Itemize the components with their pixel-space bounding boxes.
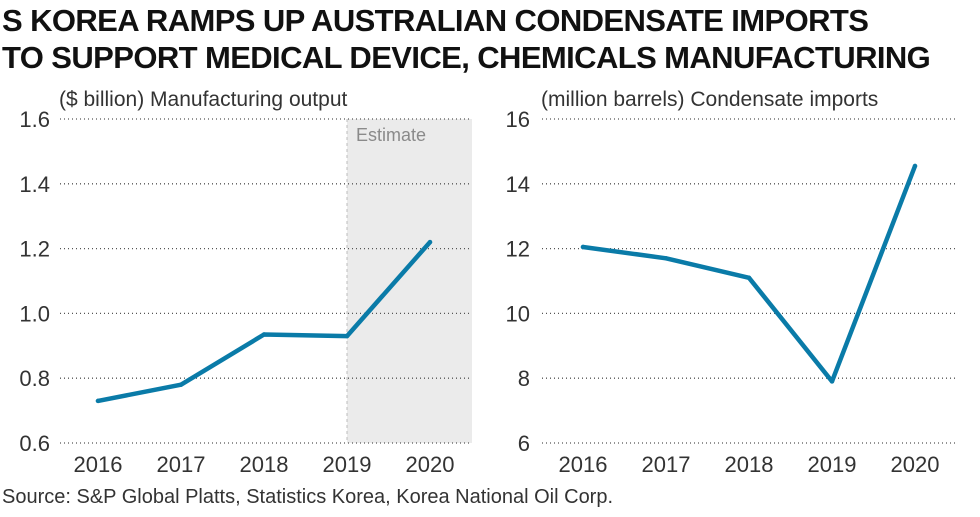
chart1-x-tick-label: 2020	[406, 452, 455, 477]
chart1-x-tick-label: 2016	[74, 452, 123, 477]
chart1-axis-title: ($ billion) Manufacturing output	[59, 88, 347, 111]
chart-title-line-2: TO SUPPORT MEDICAL DEVICE, CHEMICALS MAN…	[2, 40, 931, 75]
chart2-x-tick-label: 2020	[891, 452, 940, 477]
chart1-data-point-2016	[95, 398, 101, 404]
chart2-y-tick-label: 10	[506, 301, 530, 326]
chart2-data-point-2018	[746, 275, 752, 280]
chart2-y-tick-label: 8	[518, 366, 530, 391]
chart2-y-tick-label: 12	[506, 237, 530, 262]
chart2-data-point-2019	[829, 379, 835, 384]
chart2-series-line	[580, 163, 918, 384]
chart2-x-tick-label: 2018	[725, 452, 774, 477]
chart1-y-tick-label: 0.8	[19, 366, 50, 391]
chart2-data-point-2017	[663, 256, 669, 261]
chart-title: S KOREA RAMPS UP AUSTRALIAN CONDENSATE I…	[2, 2, 931, 76]
chart2-data-point-2020	[912, 163, 918, 169]
chart2-x-tick-label: 2016	[559, 452, 608, 477]
chart1-x-tick-label: 2017	[157, 452, 206, 477]
chart1-y-tick-label: 1.2	[19, 237, 50, 262]
chart1-estimate-band	[347, 119, 472, 443]
chart1-data-point-2018	[261, 332, 267, 337]
chart2-y-tick-label: 14	[506, 172, 530, 197]
chart1-y-tick-label: 0.6	[19, 431, 50, 456]
chart2-data-point-2016	[580, 244, 586, 250]
chart1-estimate-label: Estimate	[356, 125, 426, 145]
source-note: Source: S&P Global Platts, Statistics Ko…	[2, 486, 614, 508]
chart1-y-tick-label: 1.0	[19, 301, 50, 326]
chart2-axis-title: (million barrels) Condensate imports	[541, 88, 878, 111]
chart2-x-tick-label: 2019	[808, 452, 857, 477]
chart1-x-tick-label: 2018	[240, 452, 289, 477]
chart2-x-tick-label: 2017	[642, 452, 691, 477]
chart1-y-tick-label: 1.6	[19, 107, 50, 132]
chart1-data-point-2020	[427, 239, 433, 245]
chart1-data-point-2017	[178, 382, 184, 387]
chart1-data-point-2019	[344, 333, 350, 339]
chart1-y-tick-label: 1.4	[19, 172, 50, 197]
manufacturing-output-chart: Estimate 0.6 0.8 1.0 1.2 1.4 1.6 ($ billion) Ma…	[19, 88, 472, 477]
chart2-y-tick-label: 16	[506, 107, 530, 132]
condensate-imports-chart: 6 8 10 12 14 16 (million barrels) Condensate i…	[506, 88, 955, 477]
chart2-y-tick-label: 6	[518, 431, 530, 456]
chart-title-line-1: S KOREA RAMPS UP AUSTRALIAN CONDENSATE I…	[2, 3, 869, 38]
chart1-x-tick-label: 2019	[323, 452, 372, 477]
